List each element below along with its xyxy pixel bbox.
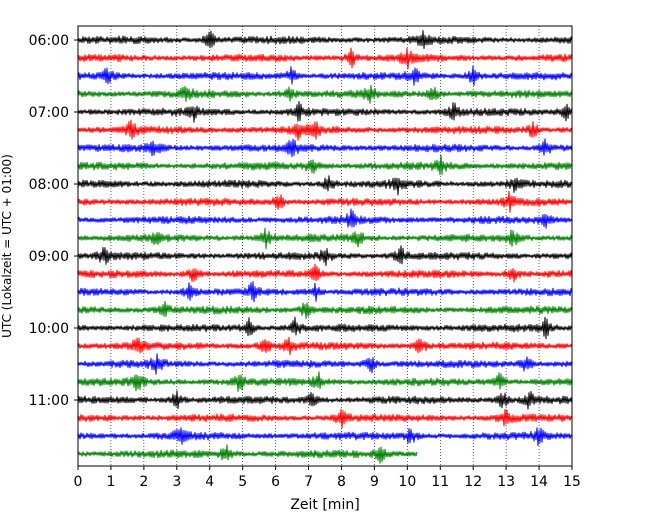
x-tick-label: 14 xyxy=(530,474,548,490)
x-tick-label: 7 xyxy=(304,474,313,490)
trace-0745 xyxy=(77,154,573,176)
trace-1100 xyxy=(77,390,573,410)
y-tick-label: 10:00 xyxy=(29,321,69,337)
x-tick-label: 12 xyxy=(464,474,482,490)
trace-0645 xyxy=(77,84,573,104)
x-tick-label: 5 xyxy=(238,474,247,490)
trace-0945 xyxy=(77,300,573,320)
x-tick-label: 15 xyxy=(563,474,581,490)
trace-0915 xyxy=(77,263,573,283)
x-tick-label: 8 xyxy=(337,474,346,490)
trace-0830 xyxy=(77,208,573,229)
y-tick-label: 06:00 xyxy=(29,33,69,49)
x-tick-label: 11 xyxy=(431,474,449,490)
trace-0800 xyxy=(77,175,573,196)
x-tick-label: 9 xyxy=(370,474,379,490)
y-tick-label: 07:00 xyxy=(29,105,69,121)
trace-0615 xyxy=(77,47,573,70)
trace-0930 xyxy=(77,281,573,303)
trace-1115 xyxy=(77,408,573,429)
trace-0630 xyxy=(77,65,573,86)
y-tick-label: 09:00 xyxy=(29,249,69,265)
x-tick-label: 2 xyxy=(139,474,148,490)
x-tick-label: 4 xyxy=(205,474,214,490)
trace-0845 xyxy=(77,227,573,250)
x-tick-label: 6 xyxy=(271,474,280,490)
x-tick-label: 13 xyxy=(497,474,515,490)
x-axis-label: Zeit [min] xyxy=(290,497,359,513)
x-tick-label: 3 xyxy=(172,474,181,490)
trace-0715 xyxy=(77,119,573,141)
y-axis-label: UTC (Lokalzeit = UTC + 01:00) xyxy=(0,154,14,338)
trace-1000 xyxy=(77,316,573,340)
trace-1045 xyxy=(77,371,573,392)
x-tick-label: 0 xyxy=(74,474,83,490)
trace-1030 xyxy=(77,353,573,375)
trace-1145 xyxy=(77,444,418,464)
x-tick-label: 1 xyxy=(106,474,115,490)
x-tick-label: 10 xyxy=(398,474,416,490)
trace-0730 xyxy=(77,138,573,158)
plot-frame xyxy=(77,25,573,467)
y-tick-label: 11:00 xyxy=(29,393,69,409)
trace-0815 xyxy=(77,190,573,213)
plot-background xyxy=(78,26,572,466)
x-axis-ticks: 0 1 2 3 4 5 6 7 8 9 10 11 12 13 14 15 xyxy=(74,466,581,490)
seismic-traces xyxy=(77,30,573,464)
trace-1015 xyxy=(77,336,573,356)
y-tick-label: 08:00 xyxy=(29,177,69,193)
trace-0900 xyxy=(77,245,573,267)
trace-0700 xyxy=(77,101,573,123)
y-axis-ticks: 06:00 07:00 08:00 09:00 10:00 11:00 xyxy=(29,33,78,409)
trace-1130 xyxy=(77,427,573,447)
trace-0600 xyxy=(77,30,573,50)
